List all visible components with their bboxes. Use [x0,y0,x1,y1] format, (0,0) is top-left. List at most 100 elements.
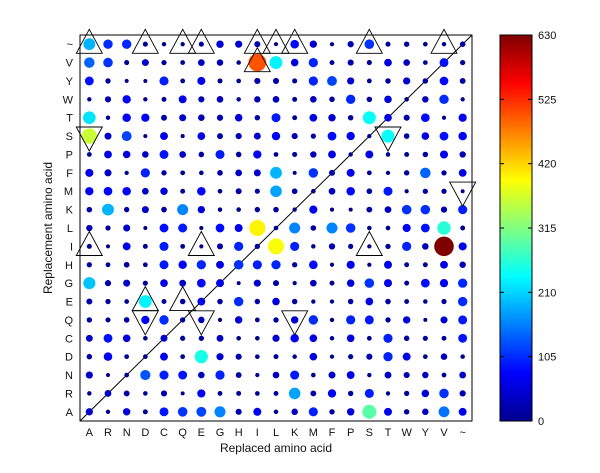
data-point [161,59,167,66]
data-point [104,169,112,177]
data-point [422,188,428,194]
data-point [383,333,393,343]
data-point [196,260,206,270]
data-point [311,299,316,304]
data-point [403,170,410,176]
data-point [141,206,149,214]
data-point [362,111,376,125]
data-point [308,168,319,178]
data-point [311,372,316,378]
data-point [439,76,449,86]
data-point [381,129,395,143]
data-point [86,317,93,323]
data-point [179,114,187,122]
data-point [311,188,316,194]
x-tick-label: E [198,427,205,439]
data-point [439,279,449,288]
data-point [385,243,391,250]
data-point [180,354,186,360]
data-point [329,207,335,212]
data-point [422,408,429,416]
data-point [180,78,186,84]
data-point [142,41,148,47]
data-point [254,298,261,305]
data-point [272,77,280,85]
data-point [291,262,298,268]
data-point [328,150,336,159]
data-point [83,111,96,124]
data-point [102,203,114,216]
data-point [288,387,301,400]
triangle-up-marker [131,28,160,54]
data-point [348,243,354,249]
data-point [86,206,93,213]
data-point [217,207,223,212]
data-point [273,317,279,323]
data-point [459,390,466,397]
data-point [83,38,96,51]
data-point [346,371,355,379]
data-point [248,53,267,72]
data-point [327,131,337,141]
data-point [290,334,299,343]
data-point [457,296,468,307]
data-point [290,316,299,324]
data-point [289,222,301,234]
data-point [272,371,280,379]
x-tick-label: A [86,427,94,439]
data-point [159,223,169,233]
data-point [329,42,335,47]
data-point [310,133,316,139]
y-tick-label: F [66,168,73,180]
data-point [160,132,168,141]
data-point [347,77,355,85]
colorbar-tick-label: 630 [538,30,556,42]
data-point [216,59,224,66]
data-point [142,151,149,158]
data-point [85,371,93,379]
data-point [458,113,467,122]
data-point [161,114,167,121]
data-point [216,114,224,121]
data-point [329,280,335,286]
data-point [217,391,223,396]
x-tick-label: S [366,427,373,439]
triangle-down-marker [448,181,477,208]
data-point [142,262,148,268]
data-point [404,152,410,157]
data-point [439,388,449,399]
data-point [404,280,410,286]
data-point [422,243,429,250]
data-point [216,334,224,342]
data-point [198,114,205,122]
x-tick-labels: A R N D C Q E G H I L K M F P S T W Y V ~ [86,427,466,439]
data-point [268,238,284,255]
data-point [81,128,98,144]
y-tick-label: Q [64,315,73,327]
data-point [122,95,131,104]
data-point [252,260,262,270]
data-point [87,391,92,396]
data-point [272,95,280,103]
data-point [142,354,148,360]
data-point [367,225,372,231]
data-point [253,279,261,287]
data-point [85,408,93,416]
data-point [404,97,409,102]
data-point [142,409,148,415]
data-point [422,78,429,84]
data-point [460,189,465,194]
data-point [122,150,131,159]
data-point [366,188,373,195]
data-point [216,260,224,269]
data-point [214,406,226,418]
colorbar-tick-label: 105 [538,352,556,364]
data-point [254,77,261,85]
data-point [124,60,130,66]
data-point [309,205,318,214]
data-point [124,354,130,360]
data-point [177,204,189,216]
data-point [383,352,393,362]
data-point [159,407,169,417]
data-point [326,222,338,234]
